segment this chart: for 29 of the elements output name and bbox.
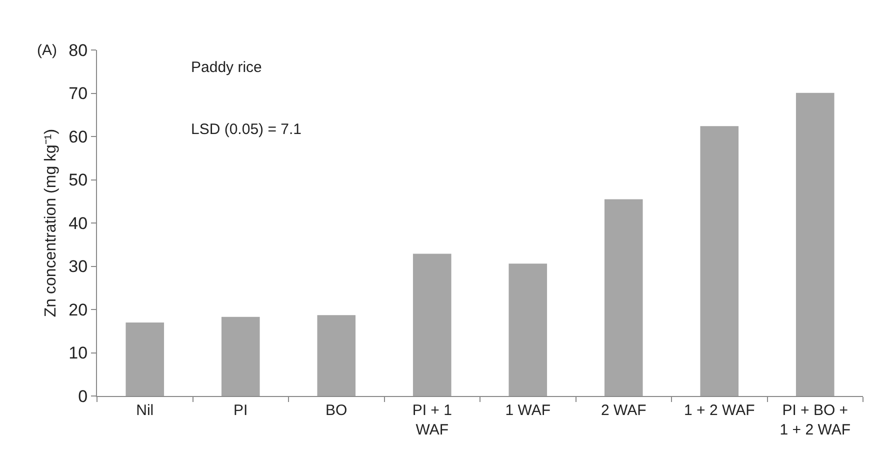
y-axis-title: Zn concentration (mg kg⁻¹): [42, 128, 60, 318]
y-tick-label: 30: [68, 257, 88, 276]
text: (A): [37, 42, 57, 59]
x-tick-label: 1 + 2 WAF: [684, 402, 755, 419]
bar: [412, 254, 452, 396]
x-tick-label: BO: [326, 402, 348, 419]
bar: [508, 264, 548, 396]
bar: [700, 126, 739, 396]
x-tick-label: PI: [234, 402, 248, 419]
x-tick-label: Nil: [136, 402, 154, 419]
bar: [221, 316, 260, 396]
bar: [126, 322, 164, 396]
annotation: LSD (0.05) = 7.1: [191, 121, 302, 138]
bar: [796, 92, 834, 396]
x-tick-label: 1 WAF: [505, 402, 551, 419]
x-tick-label: 2 WAF: [600, 402, 646, 419]
y-tick-label: 40: [68, 214, 88, 233]
annotation: Paddy rice: [191, 59, 262, 76]
y-tick-label: 60: [68, 127, 88, 146]
y-tick-label: 10: [68, 344, 88, 363]
bar: [604, 199, 643, 396]
x-tick-label: PI + 1 WAF: [412, 402, 452, 438]
y-tick-label: 0: [78, 386, 88, 406]
y-tick-label: 20: [68, 300, 88, 320]
y-tick-label: 80: [68, 40, 88, 60]
x-tick-label: PI + BO + 1 + 2 WAF: [780, 402, 850, 438]
y-tick-label: 70: [68, 84, 88, 104]
bar: [317, 315, 356, 396]
y-tick-label: 50: [68, 170, 88, 190]
